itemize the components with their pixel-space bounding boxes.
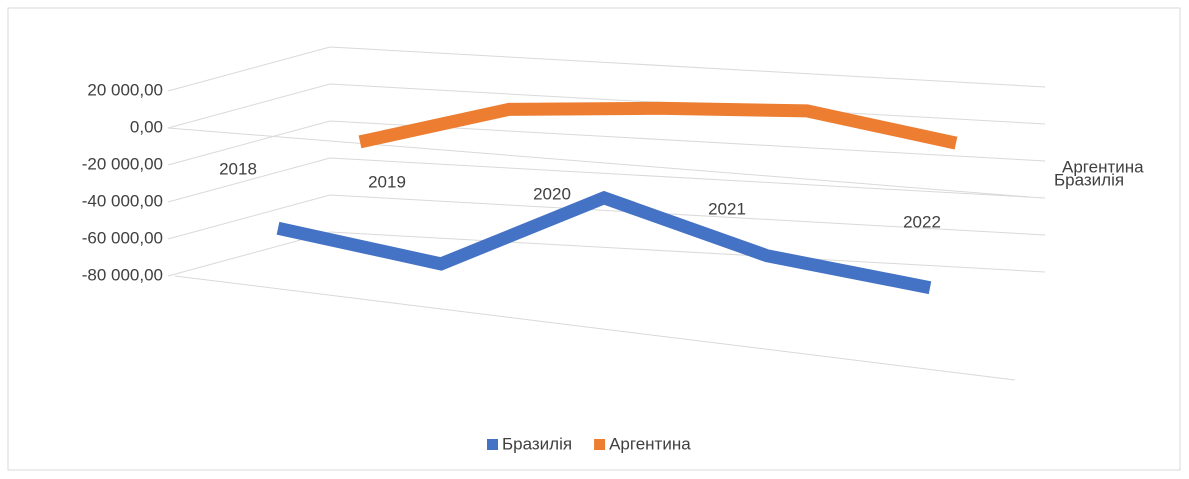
depth-label: Аргентина <box>1062 157 1144 176</box>
y-tick-label: -60 000,00 <box>82 228 163 247</box>
chart-border <box>7 7 1181 471</box>
legend-label: Аргентина <box>609 434 691 453</box>
zero-plane <box>167 127 1031 198</box>
x-tick-label: 2018 <box>219 159 257 178</box>
grid-line <box>167 120 1046 166</box>
series-ribbon <box>276 190 932 295</box>
legend-label: Бразилія <box>502 434 572 453</box>
legend-swatch <box>594 439 606 450</box>
grid-line <box>167 157 1046 203</box>
grid-line <box>167 46 1046 92</box>
series-ribbon <box>358 101 958 150</box>
y-tick-label: 20 000,00 <box>87 80 163 99</box>
x-tick-label: 2022 <box>903 212 941 231</box>
y-tick-label: -80 000,00 <box>82 265 163 284</box>
floor-line <box>174 275 1016 381</box>
legend-swatch <box>487 439 498 450</box>
grid-line <box>167 194 1046 240</box>
depth-label: Бразилія <box>1054 170 1124 189</box>
y-tick-label: -20 000,00 <box>82 154 163 173</box>
y-tick-label: -40 000,00 <box>82 191 163 210</box>
x-tick-label: 2019 <box>368 172 406 191</box>
y-tick-label: 0,00 <box>130 117 163 136</box>
x-tick-label: 2021 <box>708 199 746 218</box>
x-tick-label: 2020 <box>533 184 571 203</box>
